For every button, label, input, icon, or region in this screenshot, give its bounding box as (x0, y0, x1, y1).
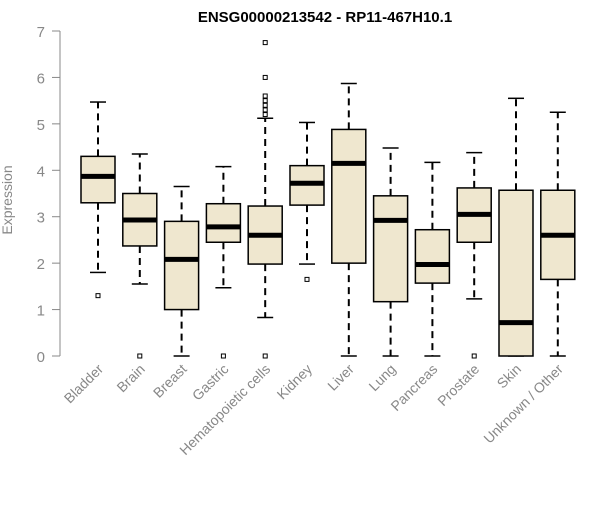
box-group-prostate (456, 151, 492, 359)
x-tick-label: Lung (365, 361, 398, 394)
box-group-unknown-other (540, 111, 576, 357)
x-tick-label: Skin (494, 361, 525, 392)
y-tick-label: 3 (37, 210, 45, 227)
box-group-brain (122, 153, 158, 359)
y-tick-label: 2 (37, 256, 45, 273)
x-tick-label: Brain (113, 361, 147, 395)
outlier-point (95, 293, 101, 299)
outlier-point (220, 353, 226, 359)
outlier-point (262, 74, 268, 80)
box-iqr (372, 195, 409, 303)
x-tick-label: Bladder (61, 361, 107, 407)
outlier-point (137, 353, 143, 359)
y-tick-label: 7 (37, 24, 45, 41)
plot-area (80, 40, 576, 359)
y-tick-label: 0 (37, 349, 45, 366)
outlier-point (262, 353, 268, 359)
box-group-kidney (289, 121, 325, 282)
box-group-pancreas (414, 161, 451, 357)
box-iqr (163, 220, 200, 311)
outlier-point (262, 40, 268, 46)
box-iqr (331, 128, 367, 264)
x-tick-label: Liver (324, 361, 357, 394)
box-group-gastric (205, 165, 242, 359)
box-iqr (498, 189, 534, 357)
outlier-point (262, 102, 268, 108)
outlier-point (262, 107, 268, 113)
box-group-lung (372, 147, 409, 357)
y-axis: 0 1 2 3 4 5 6 7 (37, 24, 61, 366)
box-group-liver (331, 82, 367, 357)
box-iqr (80, 155, 116, 204)
box-iqr (205, 202, 242, 243)
outlier-point (304, 276, 310, 282)
y-axis-label: Expression (0, 165, 15, 234)
outlier-point (471, 353, 477, 359)
y-tick-label: 5 (37, 117, 45, 134)
y-tick-label: 6 (37, 70, 45, 87)
box-group-breast (163, 185, 200, 357)
x-tick-label: Prostate (434, 361, 482, 409)
y-tick-label: 4 (37, 163, 45, 180)
outlier-point (262, 112, 268, 118)
outlier-point (262, 98, 268, 104)
y-tick-label: 1 (37, 303, 45, 320)
chart-title: ENSG00000213542 - RP11-467H10.1 (198, 9, 452, 26)
box-group-skin (498, 97, 534, 357)
box-iqr (414, 228, 451, 284)
outlier-point (262, 93, 268, 99)
box-group-hematopoietic-cells (247, 40, 283, 359)
x-tick-label: Breast (150, 361, 190, 401)
x-tick-label: Unknown / Other (480, 361, 566, 447)
x-tick-label: Kidney (274, 361, 316, 403)
box-group-bladder (80, 101, 116, 299)
